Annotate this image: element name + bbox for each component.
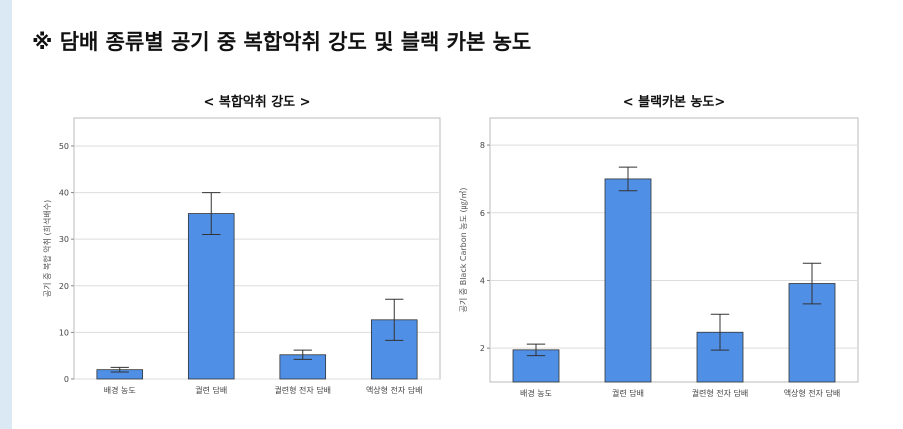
y-axis-label: 공기 중 복합 악취 (희석배수) xyxy=(42,200,52,297)
error-bar xyxy=(802,262,822,305)
error-bar xyxy=(710,313,730,351)
y-tick-label: 50 xyxy=(59,142,69,151)
error-bar xyxy=(293,349,312,360)
page-title: ※ 담배 종류별 공기 중 복합악취 강도 및 블랙 카본 농도 xyxy=(32,30,532,54)
x-tick-label: 궐련 담배 xyxy=(195,385,227,395)
y-tick-label: 20 xyxy=(59,282,69,291)
error-bar xyxy=(618,166,638,192)
plot-frame xyxy=(489,117,859,383)
y-tick-label: 4 xyxy=(480,276,485,285)
chart-title: < 복합악취 강도 > xyxy=(203,94,310,110)
x-tick-label: 궐련형 전자 담배 xyxy=(692,388,749,398)
y-tick-label: 0 xyxy=(64,375,69,384)
y-tick-label: 30 xyxy=(59,235,69,244)
y-tick-label: 6 xyxy=(480,209,485,218)
error-bar xyxy=(202,192,221,236)
x-tick-label: 액상형 전자 담배 xyxy=(784,388,841,398)
bar xyxy=(370,319,418,380)
y-tick-label: 8 xyxy=(480,141,485,150)
error-bar xyxy=(385,298,404,341)
x-tick-label: 궐련 담배 xyxy=(612,388,644,398)
y-tick-label: 10 xyxy=(59,328,69,337)
error-bar xyxy=(526,343,546,357)
x-tick-label: 액상형 전자 담배 xyxy=(366,385,423,395)
chart-title: < 블랙카본 농도> xyxy=(623,94,726,110)
y-tick-label: 40 xyxy=(59,189,69,198)
y-axis-label: 공기 중 Black Carbon 농도 (㎍/㎥) xyxy=(459,188,469,313)
bar xyxy=(187,213,235,380)
x-tick-label: 배경 농도 xyxy=(520,388,552,398)
x-tick-label: 궐련형 전자 담배 xyxy=(274,385,331,395)
y-tick-label: 2 xyxy=(480,344,485,353)
bar xyxy=(604,178,652,383)
x-tick-label: 배경 농도 xyxy=(104,385,136,395)
error-bar xyxy=(110,366,129,373)
side-strip xyxy=(0,0,12,429)
